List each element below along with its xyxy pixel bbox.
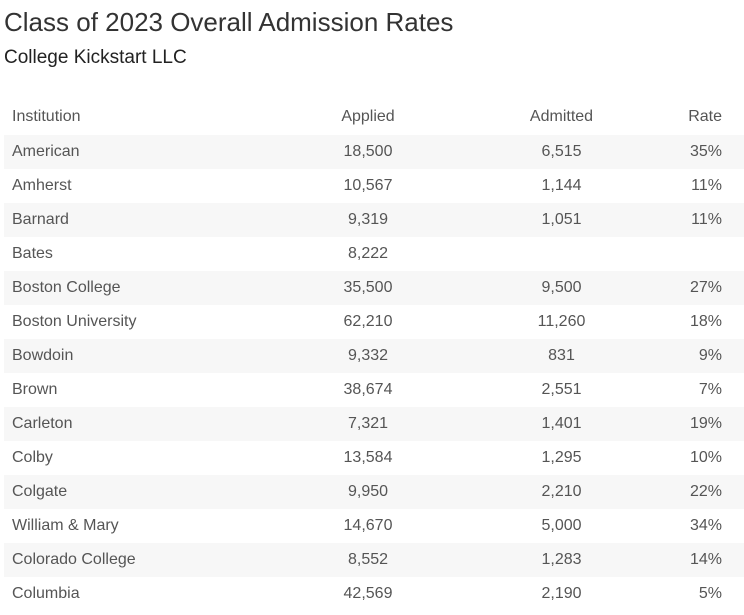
cell-rate: 7% (698, 381, 722, 398)
cell-institution: Columbia (12, 585, 80, 602)
column-header-rate: Rate (688, 108, 722, 125)
cell-admitted: 6,515 (541, 143, 582, 160)
cell-admitted: 1,144 (541, 177, 582, 194)
cell-institution: Colgate (12, 483, 68, 500)
table-row: Amherst 10,567 1,144 11% (4, 169, 744, 203)
cell-applied: 10,567 (343, 177, 393, 194)
table-row: William & Mary 14,670 5,000 34% (4, 509, 744, 543)
page-title: Class of 2023 Overall Admission Rates (4, 7, 454, 37)
cell-applied: 9,332 (347, 347, 389, 364)
page-subtitle: College Kickstart LLC (4, 47, 187, 68)
cell-applied: 8,552 (347, 551, 389, 568)
cell-rate: 34% (689, 517, 722, 534)
cell-applied: 8,222 (347, 245, 389, 262)
cell-admitted (446, 237, 677, 271)
cell-rate: 11% (691, 211, 722, 228)
cell-applied: 9,319 (347, 211, 389, 228)
table-header: Institution Applied Admitted Rate (4, 99, 744, 135)
cell-applied: 38,674 (343, 381, 393, 398)
cell-admitted: 2,551 (541, 381, 582, 398)
cell-institution: Amherst (12, 177, 72, 194)
table-row: Boston University 62,210 11,260 18% (4, 305, 744, 339)
table-row: Columbia 42,569 2,190 5% (4, 577, 744, 611)
table-row: Boston College 35,500 9,500 27% (4, 271, 744, 305)
cell-institution: Carleton (12, 415, 73, 432)
table-row: Brown 38,674 2,551 7% (4, 373, 744, 407)
cell-admitted: 5,000 (541, 517, 582, 534)
cell-applied: 42,569 (343, 585, 393, 602)
table-row: American 18,500 6,515 35% (4, 135, 744, 169)
cell-admitted: 1,295 (541, 449, 582, 466)
cell-admitted: 831 (548, 347, 575, 364)
cell-rate: 27% (689, 279, 722, 296)
cell-institution: American (12, 143, 80, 160)
cell-institution: Colby (12, 449, 53, 466)
cell-admitted: 1,401 (541, 415, 582, 432)
cell-institution: Colorado College (12, 551, 136, 568)
cell-institution: Boston University (12, 313, 137, 330)
cell-applied: 18,500 (343, 143, 393, 160)
table-row: Colgate 9,950 2,210 22% (4, 475, 744, 509)
cell-rate: 22% (689, 483, 722, 500)
cell-applied: 62,210 (343, 313, 393, 330)
cell-applied: 13,584 (343, 449, 393, 466)
table-row: Bowdoin 9,332 831 9% (4, 339, 744, 373)
cell-rate (677, 237, 744, 271)
cell-rate: 9% (698, 347, 722, 364)
table-row: Colby 13,584 1,295 10% (4, 441, 744, 475)
cell-rate: 14% (689, 551, 722, 568)
cell-institution: Bates (12, 245, 53, 262)
column-header-institution: Institution (12, 108, 81, 125)
cell-rate: 5% (698, 585, 722, 602)
cell-applied: 7,321 (347, 415, 389, 432)
admission-rates-table: Institution Applied Admitted Rate Americ… (4, 99, 744, 611)
cell-institution: Barnard (12, 211, 69, 228)
cell-rate: 11% (691, 177, 722, 194)
cell-rate: 35% (689, 143, 722, 160)
table-row: Colorado College 8,552 1,283 14% (4, 543, 744, 577)
cell-institution: William & Mary (12, 517, 119, 534)
cell-admitted: 2,210 (541, 483, 582, 500)
column-header-applied: Applied (341, 108, 395, 125)
cell-admitted: 11,260 (537, 313, 586, 330)
cell-admitted: 9,500 (541, 279, 582, 296)
cell-institution: Brown (12, 381, 58, 398)
cell-institution: Bowdoin (12, 347, 74, 364)
cell-admitted: 2,190 (541, 585, 582, 602)
cell-applied: 14,670 (343, 517, 393, 534)
cell-rate: 10% (689, 449, 722, 466)
cell-admitted: 1,283 (541, 551, 582, 568)
cell-rate: 18% (689, 313, 722, 330)
table-body: American 18,500 6,515 35% Amherst 10,567 1,144… (4, 135, 744, 611)
table-row: Bates 8,222 (4, 237, 744, 271)
header-row: Institution Applied Admitted Rate (4, 99, 744, 135)
cell-admitted: 1,051 (541, 211, 582, 228)
cell-rate: 19% (689, 415, 722, 432)
cell-institution: Boston College (12, 279, 121, 296)
cell-applied: 9,950 (347, 483, 389, 500)
column-header-admitted: Admitted (529, 108, 594, 125)
table-row: Barnard 9,319 1,051 11% (4, 203, 744, 237)
cell-applied: 35,500 (343, 279, 393, 296)
table-row: Carleton 7,321 1,401 19% (4, 407, 744, 441)
